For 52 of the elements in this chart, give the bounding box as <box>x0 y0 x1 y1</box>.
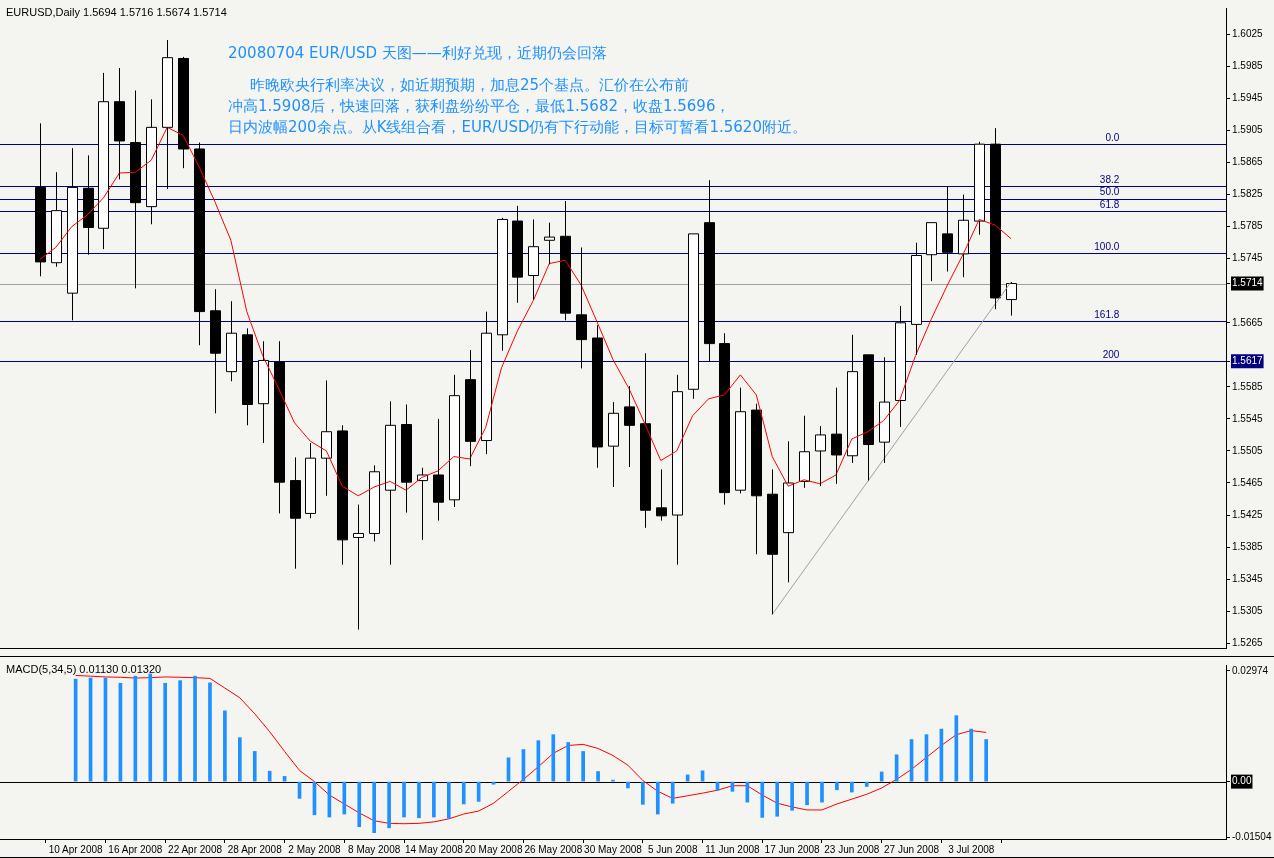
y-tick-label: 1.5865 <box>1232 156 1264 168</box>
x-tick-label: 5 Jun 2008 <box>647 843 698 855</box>
annotation: 61.8 <box>1099 199 1120 211</box>
x-tick-label: 26 May 2008 <box>524 843 583 855</box>
y-tick-label: 1.5665 <box>1232 316 1264 328</box>
y-tick-label: -0.01504 <box>1232 831 1272 843</box>
y-tick-label: 1.5585 <box>1232 380 1264 392</box>
y-tick-label: 1.5617 <box>1232 354 1264 366</box>
y-tick-label: 1.5905 <box>1232 124 1264 136</box>
y-tick-label: 1.5714 <box>1232 277 1264 289</box>
y-tick-label: 1.5345 <box>1232 572 1264 584</box>
x-tick-label: 17 Jun 2008 <box>764 843 821 855</box>
x-tick-label: 16 Apr 2008 <box>108 843 163 855</box>
x-tick-label: 23 Jun 2008 <box>824 843 880 855</box>
y-tick-label: 1.5985 <box>1232 60 1264 72</box>
x-tick-label: 27 Jun 2008 <box>884 843 940 855</box>
annotation: 昨晚欧央行利率决议，如近期预期，加息25个基点。汇价在公布前 <box>249 75 691 96</box>
chart-title: MACD(5,34,5) 0.01130 0.01320 <box>6 663 162 675</box>
x-tick-label: 30 May 2008 <box>584 843 643 855</box>
y-tick-label: 1.5785 <box>1232 220 1264 232</box>
x-tick-label: 3 Jul 2008 <box>948 843 995 855</box>
y-tick-label: 1.5505 <box>1232 444 1264 456</box>
y-tick-label: 0.00 <box>1232 775 1252 787</box>
annotation: 100.0 <box>1094 240 1120 252</box>
annotation: 200 <box>1102 348 1120 360</box>
y-tick-label: 1.6025 <box>1232 28 1264 40</box>
y-tick-label: 1.5465 <box>1232 476 1264 488</box>
x-tick-label: 8 May 2008 <box>348 843 401 855</box>
x-tick-label: 11 Jun 2008 <box>705 843 760 855</box>
text: 20080704 EUR/USD 天图——利好兑现，近期仍会回落 <box>228 44 608 63</box>
annotation: 161.8 <box>1094 308 1120 320</box>
x-tick-label: 22 Apr 2008 <box>168 843 223 855</box>
annotation: 冲高1.5908后，快速回落，获利盘纷纷平仓，最低1.5682，收盘1.5696， <box>228 96 732 117</box>
x-tick-label: 2 May 2008 <box>288 843 342 855</box>
y-tick-label: 1.5825 <box>1232 188 1264 200</box>
x-tick-label: 14 May 2008 <box>404 843 464 855</box>
annotation: 50.0 <box>1099 186 1120 198</box>
x-tick-label: 28 Apr 2008 <box>227 843 283 855</box>
annotation: 日内波幅200余点。从K线组合看，EUR/USD仍有下行动能，目标可暂看1.5620附近。 <box>228 117 807 138</box>
y-tick-label: 1.5945 <box>1232 92 1264 104</box>
y-tick-label: 1.5425 <box>1232 508 1264 520</box>
y-tick-label: 0.02974 <box>1232 664 1269 676</box>
y-tick-label: 1.5545 <box>1232 412 1264 424</box>
y-tick-label: 1.5265 <box>1232 636 1264 648</box>
chart-title: EURUSD,Daily 1.5694 1.5716 1.5674 1.5714 <box>6 6 227 18</box>
x-tick-label: 20 May 2008 <box>464 843 523 855</box>
y-tick-label: 1.5305 <box>1232 604 1264 616</box>
annotation: 0.0 <box>1105 131 1120 143</box>
annotation: 38.2 <box>1099 173 1120 185</box>
x-tick-label: 10 Apr 2008 <box>48 843 104 855</box>
y-tick-label: 1.5385 <box>1232 540 1264 552</box>
y-tick-label: 1.5745 <box>1232 252 1264 264</box>
